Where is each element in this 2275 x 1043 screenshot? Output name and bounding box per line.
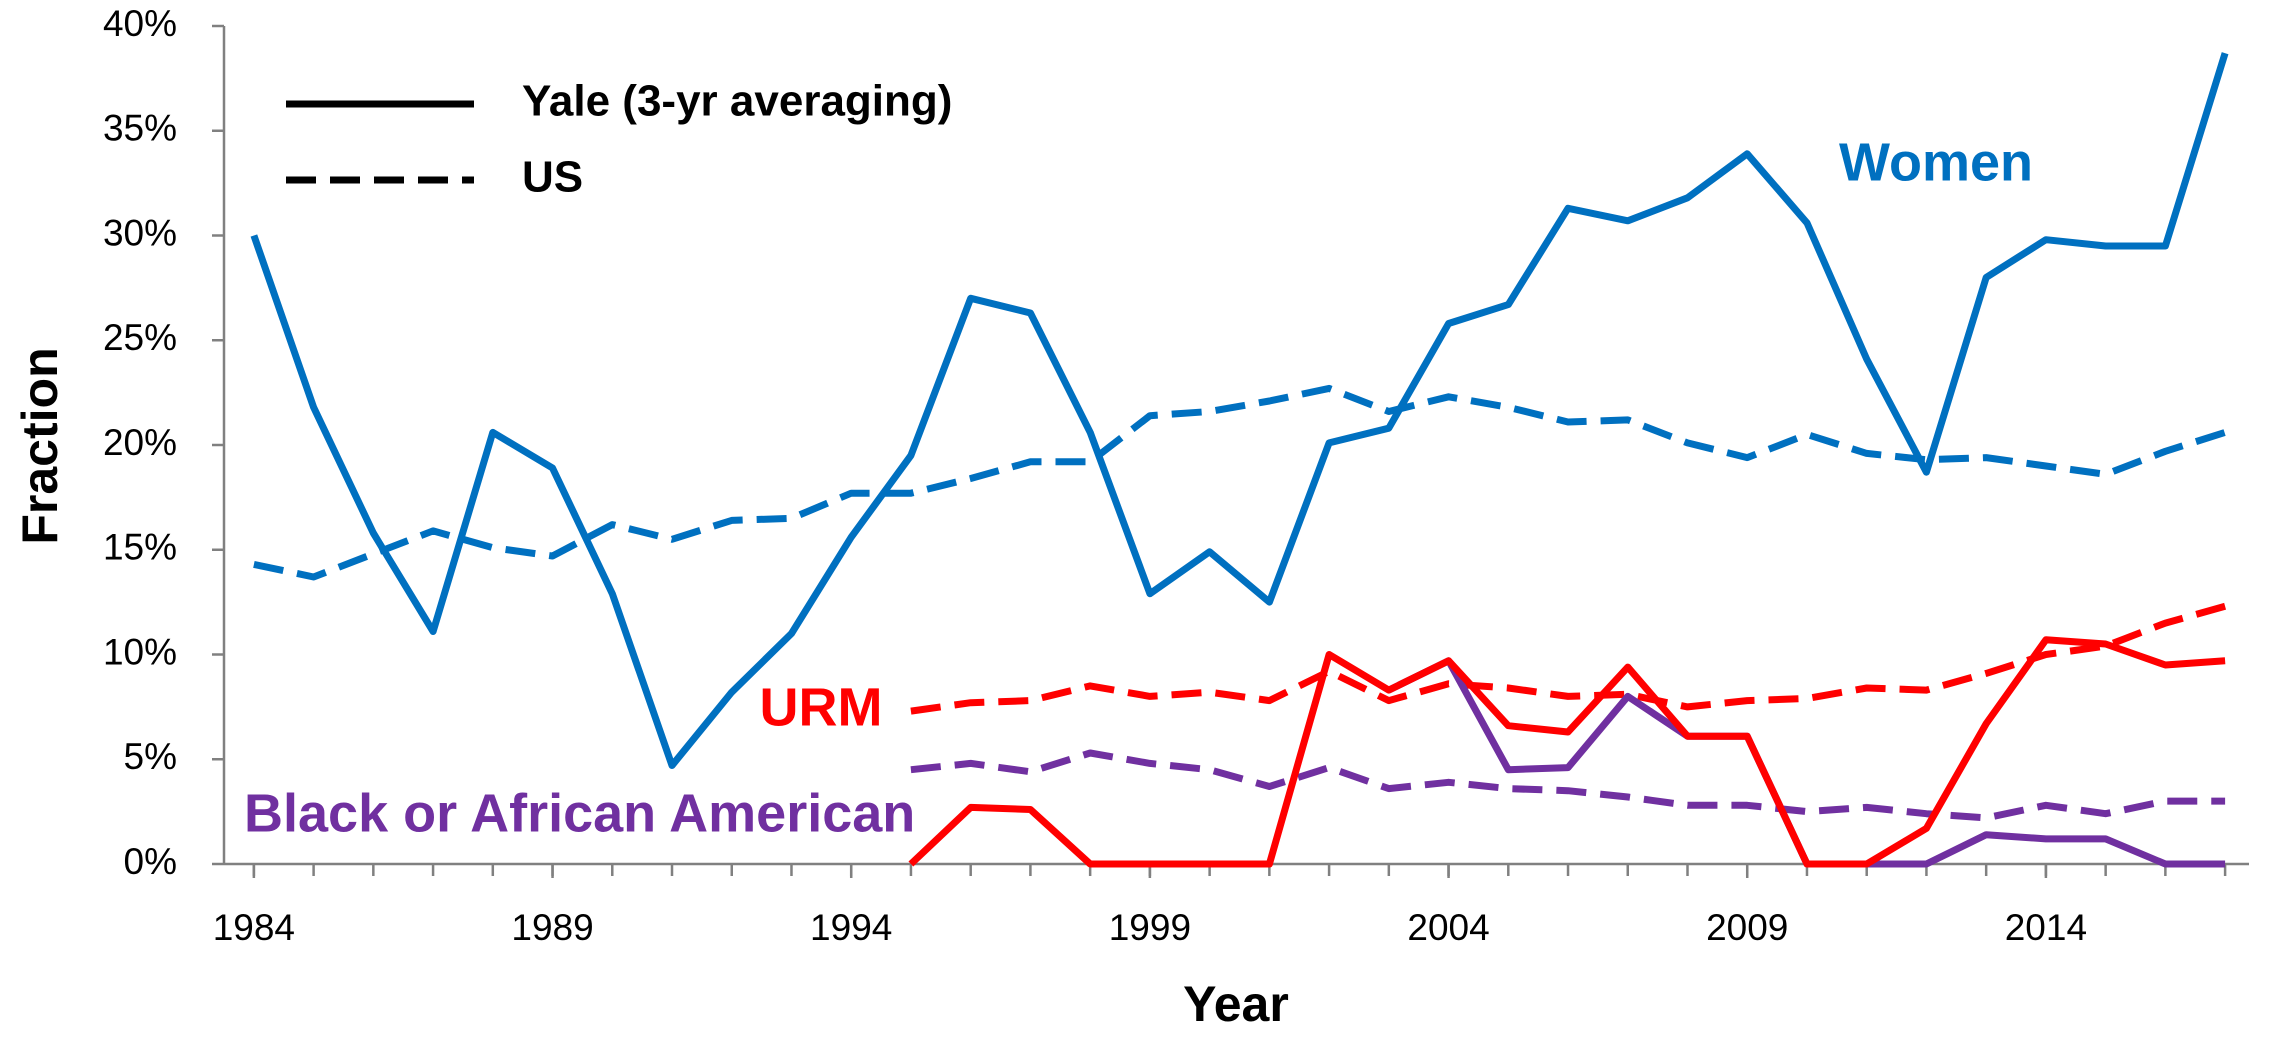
us-line	[910, 602, 2227, 715]
x-tick-label: 2009	[1706, 907, 1788, 948]
x-tick-label: 2014	[2005, 907, 2087, 948]
series-annotation: Women	[1839, 132, 2033, 192]
x-tick-label: 1984	[213, 907, 295, 948]
y-tick-label: 10%	[103, 631, 177, 672]
legend-label: US	[522, 153, 583, 202]
x-tick-label: 1999	[1109, 907, 1191, 948]
x-tick-label: 1994	[810, 907, 892, 948]
y-tick-label: 0%	[124, 841, 177, 882]
series-annotation: URM	[760, 677, 883, 737]
yale-line	[250, 52, 2229, 769]
us-line	[910, 749, 2226, 822]
y-tick-label: 35%	[103, 108, 177, 149]
yale-line	[908, 636, 2226, 868]
y-tick-label: 15%	[103, 527, 177, 568]
x-axis-title: Year	[1183, 976, 1289, 1032]
y-tick-label: 30%	[103, 212, 177, 253]
y-tick-label: 5%	[124, 736, 177, 777]
us-line	[253, 384, 2227, 581]
series-annotation: Black or African American	[244, 783, 915, 843]
y-axis-title: Fraction	[12, 347, 68, 544]
x-tick-label: 1989	[511, 907, 593, 948]
x-tick-label: 2004	[1407, 907, 1489, 948]
y-tick-label: 20%	[103, 422, 177, 463]
y-tick-label: 40%	[103, 3, 177, 44]
legend-label: Yale (3-yr averaging)	[522, 77, 952, 126]
y-tick-label: 25%	[103, 317, 177, 358]
